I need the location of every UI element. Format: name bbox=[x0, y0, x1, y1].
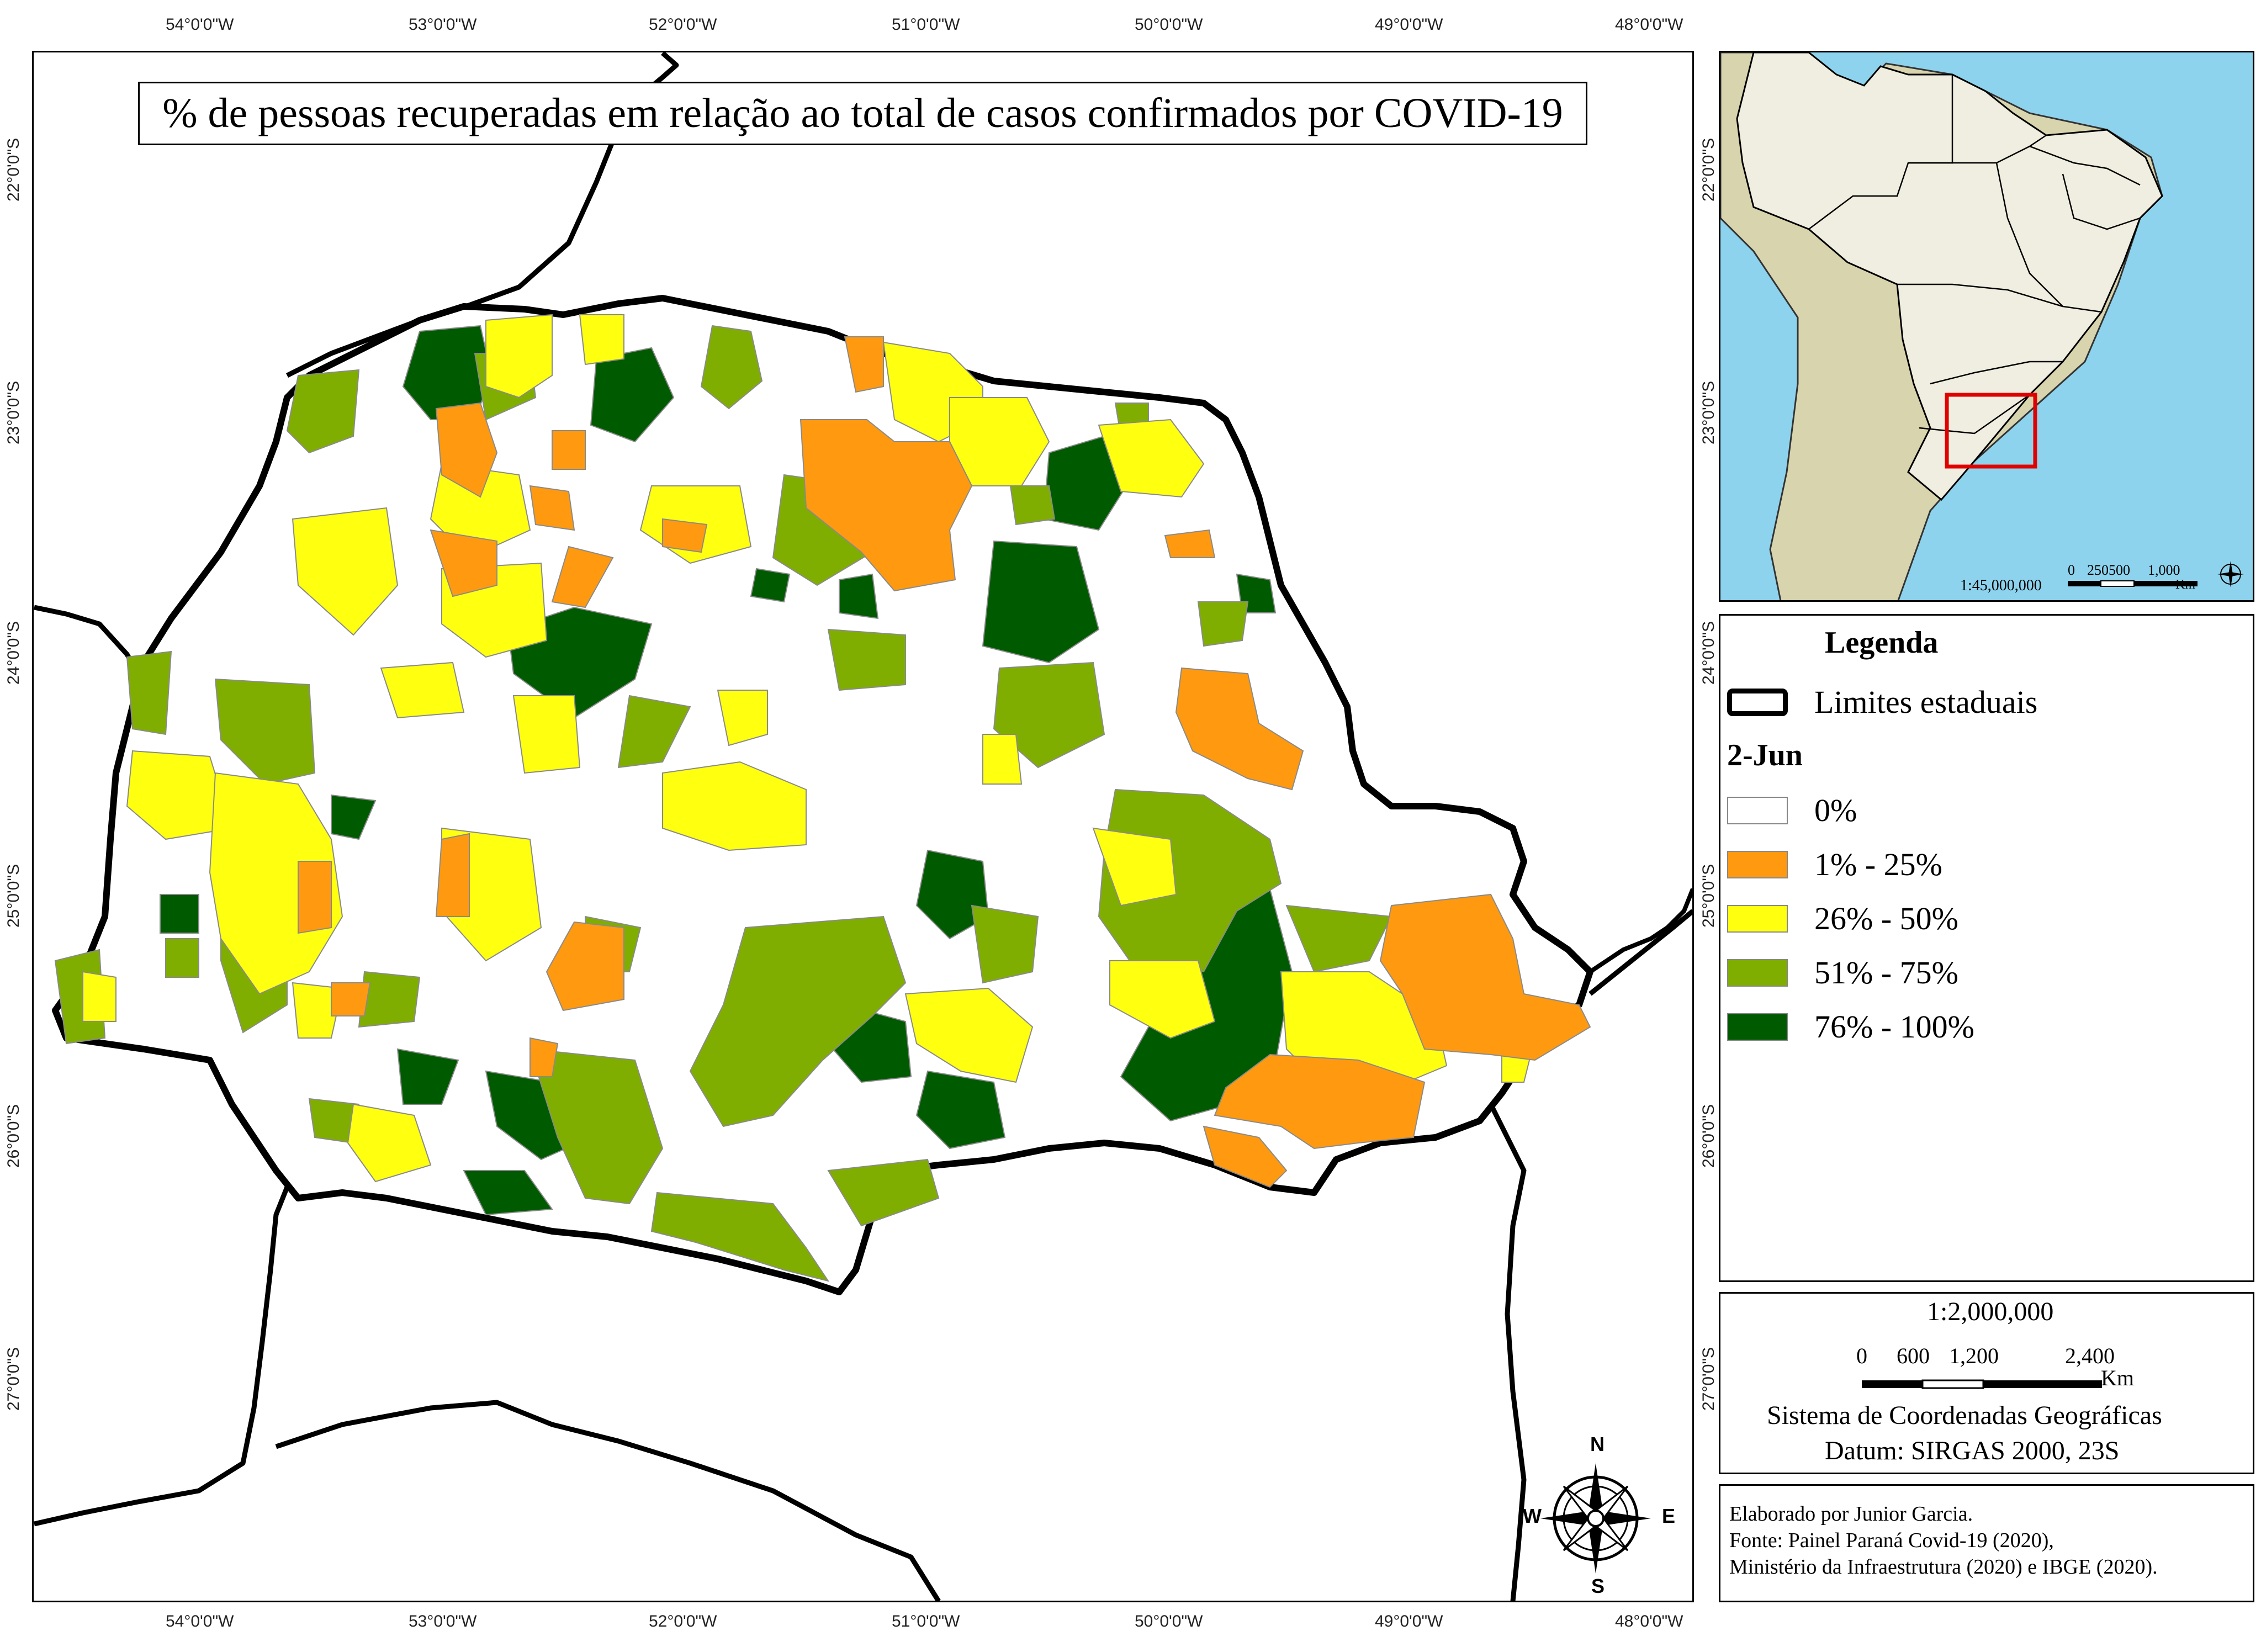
inset-scale-tick: 1,000 bbox=[2148, 562, 2180, 578]
legend-swatch bbox=[1727, 959, 1788, 987]
legend-class: 76% - 100% bbox=[1727, 1008, 1974, 1045]
boundary-label: Limites estaduais bbox=[1814, 684, 2038, 720]
legend-class-label: 51% - 75% bbox=[1814, 955, 1958, 991]
lon-label-bottom: 52°0'0"W bbox=[649, 1612, 717, 1630]
east-label: E bbox=[1662, 1505, 1676, 1527]
lon-label-bottom: 51°0'0"W bbox=[892, 1612, 960, 1630]
parana-highlight bbox=[1945, 393, 2037, 469]
legend-heading: Legenda bbox=[1825, 626, 1939, 660]
lat-label-right: 23°0'0"S bbox=[1699, 380, 1718, 444]
lat-label-left: 24°0'0"S bbox=[4, 621, 23, 685]
lat-label-right: 27°0'0"S bbox=[1699, 1347, 1718, 1411]
south-label: S bbox=[1591, 1575, 1605, 1597]
legend-class: 26% - 50% bbox=[1727, 900, 1958, 937]
legend-class: 1% - 25% bbox=[1727, 846, 1942, 883]
lon-label-top: 52°0'0"W bbox=[649, 15, 717, 34]
legend-swatch bbox=[1727, 904, 1788, 933]
inset-scale-bar bbox=[2068, 580, 2198, 587]
lon-label-top: 54°0'0"W bbox=[166, 15, 234, 34]
municipalities bbox=[54, 314, 1591, 1282]
lat-label-right: 24°0'0"S bbox=[1699, 621, 1718, 685]
legend-date: 2-Jun bbox=[1727, 738, 1803, 772]
inset-compass-icon bbox=[2217, 561, 2244, 587]
lon-label-top: 48°0'0"W bbox=[1615, 15, 1683, 34]
lon-label-bottom: 53°0'0"W bbox=[409, 1612, 477, 1630]
boundary-swatch bbox=[1727, 688, 1788, 716]
lat-label-left: 23°0'0"S bbox=[4, 380, 23, 444]
legend-class-label: 0% bbox=[1814, 792, 1857, 828]
legend-class-label: 76% - 100% bbox=[1814, 1009, 1974, 1045]
lat-label-left: 27°0'0"S bbox=[4, 1347, 23, 1411]
lon-label-top: 49°0'0"W bbox=[1375, 15, 1443, 34]
scale-bar bbox=[1862, 1379, 2102, 1389]
scale-tick: 1,200 bbox=[1949, 1343, 1999, 1368]
legend-class: 0% bbox=[1727, 792, 1857, 829]
legend-swatch bbox=[1727, 850, 1788, 878]
legend-class-label: 26% - 50% bbox=[1814, 901, 1958, 936]
lat-label-left: 25°0'0"S bbox=[4, 864, 23, 928]
lon-label-top: 53°0'0"W bbox=[409, 15, 477, 34]
scale-tick: 600 bbox=[1897, 1343, 1930, 1368]
credit-source: Fonte: Painel Paraná Covid-19 (2020), bbox=[1729, 1529, 2054, 1552]
scale-tick: 0 bbox=[1856, 1343, 1867, 1368]
lon-label-top: 51°0'0"W bbox=[892, 15, 960, 34]
inset-map-frame bbox=[1719, 51, 2254, 602]
map-title: % de pessoas recuperadas em relação ao t… bbox=[138, 82, 1587, 145]
compass-rose-icon bbox=[1540, 1463, 1651, 1574]
legend-class-label: 1% - 25% bbox=[1814, 846, 1942, 882]
credit-author: Elaborado por Junior Garcia. bbox=[1729, 1502, 1973, 1526]
lon-label-bottom: 54°0'0"W bbox=[166, 1612, 234, 1630]
west-label: W bbox=[1523, 1505, 1542, 1527]
legend-swatch bbox=[1727, 796, 1788, 824]
scale-ratio: 1:2,000,000 bbox=[1927, 1297, 2054, 1326]
credits-panel bbox=[1719, 1484, 2254, 1602]
parana-map bbox=[34, 51, 1694, 1602]
legend-panel bbox=[1719, 614, 2254, 1282]
coordinate-system: Sistema de Coordenadas Geográficas bbox=[1767, 1401, 2162, 1430]
inset-scale-tick: 0 bbox=[2068, 562, 2075, 578]
lat-label-right: 26°0'0"S bbox=[1699, 1104, 1718, 1168]
lon-label-bottom: 49°0'0"W bbox=[1375, 1612, 1443, 1630]
scale-tick: 2,400 bbox=[2065, 1343, 2115, 1368]
lat-label-left: 26°0'0"S bbox=[4, 1104, 23, 1168]
lat-label-right: 25°0'0"S bbox=[1699, 864, 1718, 928]
south-america-inset bbox=[1720, 52, 2163, 600]
inset-scale-tick: 250500 bbox=[2087, 562, 2130, 578]
credit-source: Ministério da Infraestrutura (2020) e IB… bbox=[1729, 1555, 2158, 1579]
state-boundaries bbox=[34, 51, 1694, 1602]
lat-label-right: 22°0'0"S bbox=[1699, 137, 1718, 202]
scale-unit: Km bbox=[2101, 1365, 2134, 1390]
inset-scale-unit: Km bbox=[2175, 578, 2195, 592]
lon-label-bottom: 48°0'0"W bbox=[1615, 1612, 1683, 1630]
lon-label-top: 50°0'0"W bbox=[1135, 15, 1203, 34]
datum: Datum: SIRGAS 2000, 23S bbox=[1825, 1436, 2120, 1465]
inset-scale-ratio: 1:45,000,000 bbox=[1960, 577, 2042, 594]
legend-class: 51% - 75% bbox=[1727, 954, 1958, 991]
legend-swatch bbox=[1727, 1013, 1788, 1041]
coastline bbox=[1588, 888, 1694, 974]
lat-label-left: 22°0'0"S bbox=[4, 137, 23, 202]
north-label: N bbox=[1590, 1433, 1605, 1455]
lon-label-bottom: 50°0'0"W bbox=[1135, 1612, 1203, 1630]
legend-boundary: Limites estaduais bbox=[1727, 684, 2037, 721]
